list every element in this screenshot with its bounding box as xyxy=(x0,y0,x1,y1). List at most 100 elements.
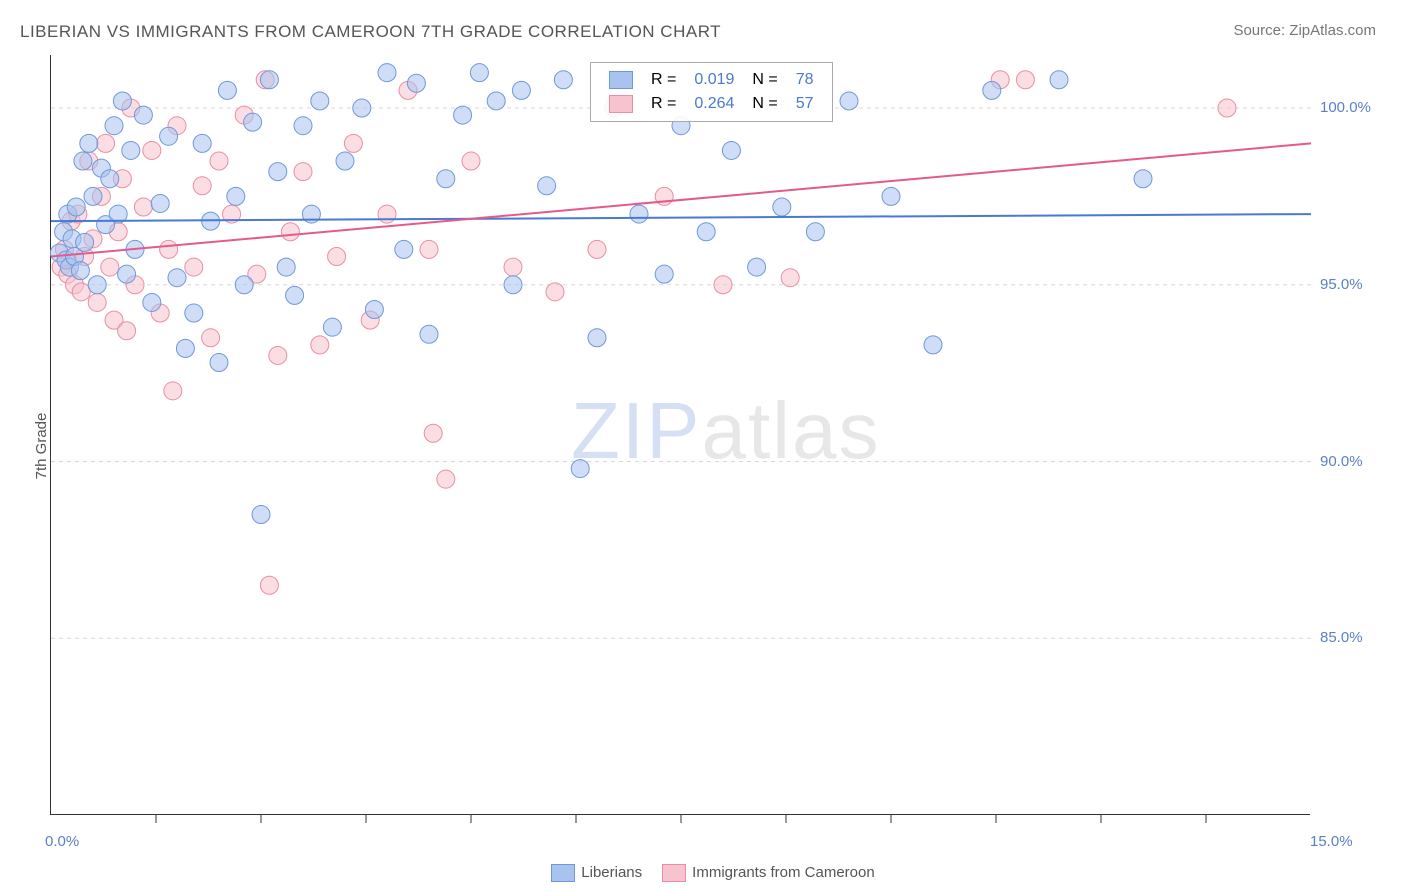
y-tick-label: 85.0% xyxy=(1320,629,1363,646)
data-point xyxy=(378,64,396,82)
data-point xyxy=(88,276,106,294)
data-point xyxy=(554,71,572,89)
x-minor-ticks xyxy=(156,815,1206,823)
data-point xyxy=(252,506,270,524)
data-point xyxy=(437,170,455,188)
data-point xyxy=(277,258,295,276)
data-point xyxy=(176,339,194,357)
y-tick-label: 95.0% xyxy=(1320,276,1363,293)
data-point xyxy=(134,198,152,216)
data-point xyxy=(160,127,178,145)
plot-area: ZIPatlas xyxy=(50,55,1310,815)
stat-legend-row: R = 0.264N = 57 xyxy=(601,93,822,115)
data-point xyxy=(748,258,766,276)
chart-title: LIBERIAN VS IMMIGRANTS FROM CAMEROON 7TH… xyxy=(20,22,721,42)
legend-swatch xyxy=(609,71,633,89)
data-point xyxy=(67,198,85,216)
data-point xyxy=(160,240,178,258)
data-point xyxy=(218,81,236,99)
legend-swatch xyxy=(662,864,686,882)
data-point xyxy=(185,304,203,322)
data-point xyxy=(84,187,102,205)
data-point xyxy=(185,258,203,276)
data-point xyxy=(101,170,119,188)
data-point xyxy=(630,205,648,223)
data-point xyxy=(470,64,488,82)
data-point xyxy=(134,106,152,124)
legend-label: Liberians xyxy=(581,864,642,881)
data-point xyxy=(113,92,131,110)
data-point xyxy=(88,293,106,311)
data-point xyxy=(806,223,824,241)
data-point xyxy=(773,198,791,216)
data-point xyxy=(395,240,413,258)
data-point xyxy=(105,117,123,135)
stat-legend: R = 0.019N = 78R = 0.264N = 57 xyxy=(590,62,833,122)
data-point xyxy=(420,240,438,258)
data-point xyxy=(210,354,228,372)
data-point xyxy=(76,233,94,251)
data-point xyxy=(504,276,522,294)
data-point xyxy=(118,322,136,340)
data-point xyxy=(344,134,362,152)
data-point xyxy=(512,81,530,99)
data-point xyxy=(781,269,799,287)
data-point xyxy=(378,205,396,223)
data-point xyxy=(1134,170,1152,188)
legend-swatch xyxy=(551,864,575,882)
data-point xyxy=(420,325,438,343)
data-point xyxy=(74,152,92,170)
data-point xyxy=(210,152,228,170)
data-point xyxy=(353,99,371,117)
stat-r-value: 0.264 xyxy=(686,93,742,115)
stat-n-value: 78 xyxy=(788,69,822,91)
data-point xyxy=(722,141,740,159)
series-b-points xyxy=(52,71,1236,594)
data-point xyxy=(336,152,354,170)
data-point xyxy=(227,187,245,205)
source-label: Source: ZipAtlas.com xyxy=(1233,22,1376,39)
data-point xyxy=(202,329,220,347)
data-point xyxy=(546,283,564,301)
data-point xyxy=(437,470,455,488)
data-point xyxy=(462,152,480,170)
x-tick-label: 0.0% xyxy=(45,833,79,850)
legend-swatch xyxy=(609,95,633,113)
data-point xyxy=(924,336,942,354)
stat-n-value: 57 xyxy=(788,93,822,115)
data-point xyxy=(80,134,98,152)
bottom-legend: LiberiansImmigrants from Cameroon xyxy=(0,864,1406,882)
data-point xyxy=(168,269,186,287)
data-point xyxy=(588,329,606,347)
data-point xyxy=(840,92,858,110)
stat-r-value: 0.019 xyxy=(686,69,742,91)
data-point xyxy=(983,81,1001,99)
stat-legend-row: R = 0.019N = 78 xyxy=(601,69,822,91)
data-point xyxy=(235,276,253,294)
data-point xyxy=(164,382,182,400)
data-point xyxy=(1050,71,1068,89)
data-point xyxy=(1016,71,1034,89)
data-point xyxy=(118,265,136,283)
x-tick-label: 15.0% xyxy=(1310,833,1353,850)
data-point xyxy=(193,177,211,195)
data-point xyxy=(97,134,115,152)
data-point xyxy=(323,318,341,336)
data-point xyxy=(328,247,346,265)
data-point xyxy=(101,258,119,276)
y-tick-label: 90.0% xyxy=(1320,453,1363,470)
data-point xyxy=(487,92,505,110)
stat-r-label: R = xyxy=(643,93,684,115)
data-point xyxy=(143,293,161,311)
data-point xyxy=(260,576,278,594)
data-point xyxy=(294,163,312,181)
stat-r-label: R = xyxy=(643,69,684,91)
data-point xyxy=(697,223,715,241)
stat-n-label: N = xyxy=(744,69,785,91)
series-a-points xyxy=(50,64,1152,524)
data-point xyxy=(504,258,522,276)
data-point xyxy=(71,262,89,280)
data-point xyxy=(193,134,211,152)
data-point xyxy=(538,177,556,195)
data-point xyxy=(454,106,472,124)
